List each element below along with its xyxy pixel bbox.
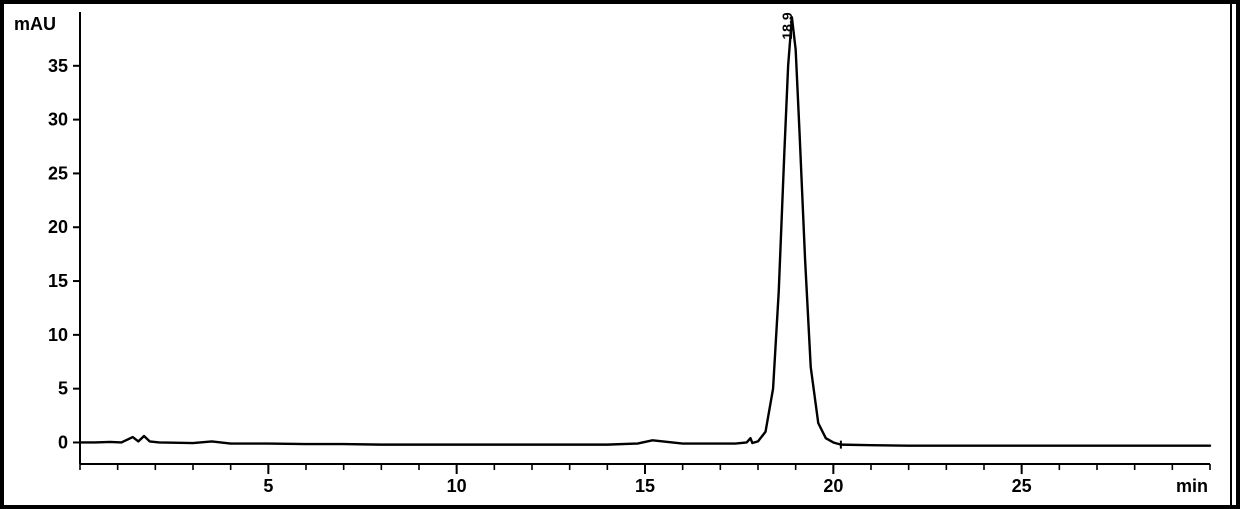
x-tick-label: 25	[1012, 476, 1032, 496]
chromatogram-chart: 0 5 10 15 20 25 30 35 mAU 5 10 15 20 25 min 18.9	[0, 0, 1240, 509]
y-tick-label: 35	[48, 56, 68, 76]
y-tick-label: 10	[48, 325, 68, 345]
x-tick-label: 5	[263, 476, 273, 496]
y-tick-label: 5	[58, 379, 68, 399]
y-tick-label: 0	[58, 432, 68, 452]
y-tick-label: 25	[48, 163, 68, 183]
y-axis-label: mAU	[14, 14, 56, 34]
y-tick-label: 20	[48, 217, 68, 237]
peak-label: 18.9	[779, 12, 795, 39]
x-tick-label: 10	[447, 476, 467, 496]
x-tick-label: 15	[635, 476, 655, 496]
x-tick-label: 20	[823, 476, 843, 496]
y-tick-label: 15	[48, 271, 68, 291]
x-axis-label: min	[1176, 476, 1208, 496]
y-tick-label: 30	[48, 110, 68, 130]
